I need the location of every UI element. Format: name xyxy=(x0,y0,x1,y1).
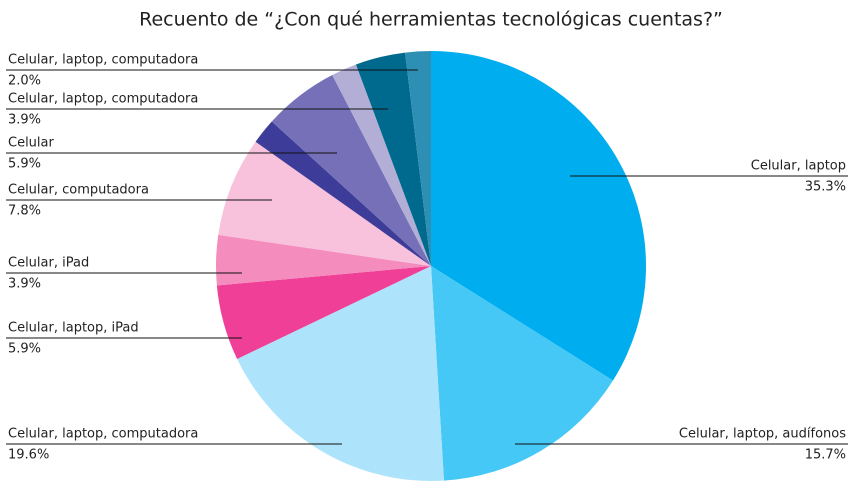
slice-value-label: 15.7% xyxy=(805,448,846,463)
pie-slice xyxy=(355,52,431,266)
slice-label: Celular, laptop, computadora xyxy=(8,92,198,107)
slice-label: Celular xyxy=(8,136,55,151)
slice-value-label: 3.9% xyxy=(8,113,41,128)
slice-value-label: 35.3% xyxy=(805,180,846,195)
slice-label: Celular, laptop, computadora xyxy=(8,427,198,442)
pie-slice xyxy=(255,121,431,266)
pie-slice xyxy=(431,51,646,381)
slice-label: Celular, iPad xyxy=(8,256,89,271)
slice-value-label: 2.0% xyxy=(8,74,41,89)
pie-slice xyxy=(271,75,431,266)
pie-slice xyxy=(431,266,613,481)
slice-value-label: 3.9% xyxy=(8,277,41,292)
slice-label: Celular, laptop, computadora xyxy=(8,53,198,68)
chart-title: Recuento de “¿Con qué herramientas tecno… xyxy=(139,9,723,31)
pie-slice xyxy=(215,234,431,286)
pie-slice xyxy=(216,266,431,359)
pie-slice xyxy=(218,141,431,266)
slice-value-label: 19.6% xyxy=(8,448,49,463)
slice-label: Celular, laptop, audífonos xyxy=(679,427,846,442)
pie-slice xyxy=(237,266,444,482)
slice-label: Celular, laptop xyxy=(751,159,846,174)
slice-label: Celular, laptop, iPad xyxy=(8,321,139,336)
pie-slice xyxy=(405,51,431,266)
slice-label: Celular, computadora xyxy=(8,183,149,198)
slice-value-label: 5.9% xyxy=(8,157,41,172)
slice-value-label: 5.9% xyxy=(8,342,41,357)
pie-slice xyxy=(332,64,431,266)
slice-value-label: 7.8% xyxy=(8,204,41,219)
